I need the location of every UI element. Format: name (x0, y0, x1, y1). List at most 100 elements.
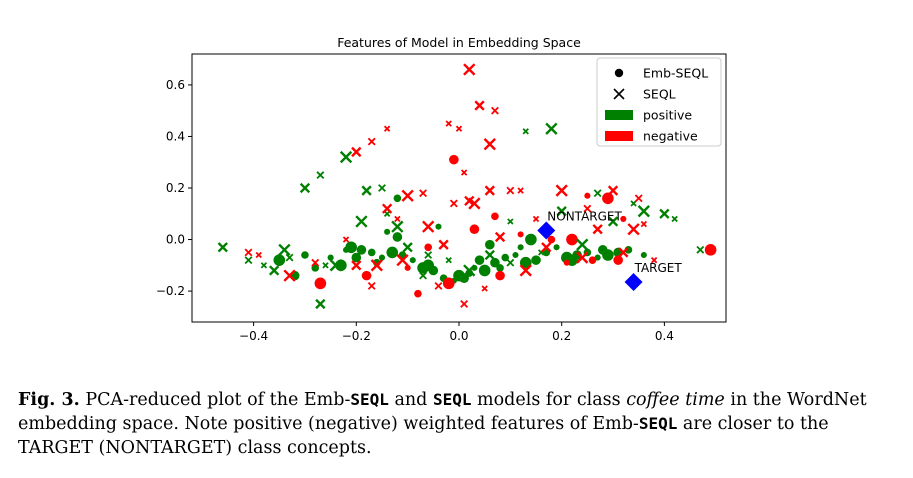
emb-seql-negative-point (517, 231, 524, 238)
emb-seql-positive-point (301, 251, 309, 259)
legend-x-marker (613, 88, 625, 100)
seql-positive-point (506, 258, 515, 267)
seql-negative-point (576, 251, 589, 264)
emb-seql-negative-point (588, 256, 597, 264)
emb-seql-positive-point (485, 239, 495, 250)
seql-negative-point (394, 215, 401, 223)
seql-negative-point (381, 203, 393, 214)
figure-label: Fig. 3. (18, 390, 80, 410)
chart-title: Features of Model in Embedding Space (337, 35, 581, 50)
seql-positive-point (217, 242, 228, 253)
emb-seql-negative-point (361, 270, 372, 281)
seql-negative-point (634, 194, 643, 203)
seql-positive-point (671, 215, 678, 223)
emb-seql-negative-point (491, 212, 499, 221)
emb-seql-negative-point (620, 215, 627, 222)
seql-negative-point (474, 100, 485, 111)
legend-positive-swatch (605, 110, 633, 120)
seql-negative-point (455, 125, 463, 132)
seql-positive-point (299, 182, 311, 194)
seql-negative-point (555, 184, 568, 197)
emb-seql-positive-point (512, 251, 519, 259)
seql-negative-point (311, 258, 320, 267)
emb-seql-negative-point (584, 192, 591, 199)
seql-negative-point (464, 195, 475, 207)
seql-positive-point (463, 264, 476, 277)
emb-seql-positive-point (422, 259, 434, 272)
seql-positive-point (659, 208, 670, 219)
seql-positive-point (383, 210, 391, 217)
target-class-marker (624, 273, 643, 292)
seql-negative-point (541, 242, 552, 253)
caption-text: in the WordNet embedding space. Note pos… (18, 390, 867, 434)
seql-negative-point (517, 187, 524, 194)
seql-negative-point (519, 264, 532, 277)
emb-seql-negative-point (566, 233, 578, 246)
seql-positive-point (576, 238, 589, 251)
seql-positive-point (507, 218, 514, 225)
legend-positive-label: positive (643, 108, 692, 123)
seql-negative-point (422, 220, 435, 233)
seql-positive-point (285, 253, 294, 262)
emb-seql-positive-point (435, 223, 442, 230)
emb-seql-positive-point (367, 248, 376, 257)
emb-seql-positive-point (392, 232, 403, 242)
class-concepts: NONTARGET TARGET (537, 210, 682, 292)
seql-negative-point (383, 125, 391, 132)
emb-seql-positive-point (531, 255, 541, 265)
x-tick-label: −0.2 (342, 329, 371, 343)
emb-seql-negative-point (563, 259, 570, 266)
seql-negative-point (650, 256, 658, 264)
seql-negative-point (484, 185, 495, 196)
seql-negative-point (419, 189, 427, 198)
seql-positive-point (637, 205, 650, 218)
legend-dot-marker (614, 68, 624, 78)
seql-negative-point (244, 248, 253, 257)
y-tick-label: 0.4 (166, 129, 185, 143)
x-tick-label: 0.4 (655, 329, 674, 343)
seql-positive-point (419, 271, 427, 280)
seql-positive-point (316, 171, 325, 180)
emb-seql-negative-point (495, 270, 505, 281)
seql-negative-point (449, 199, 458, 208)
seql-negative-point (367, 137, 376, 146)
seql-negative-point (283, 269, 296, 282)
seql-positive-point (545, 122, 558, 135)
emb-seql-negative-point (314, 277, 327, 290)
emb-seql-positive-point (351, 252, 362, 263)
emb-seql-positive-point (356, 245, 367, 255)
emb-seql-negative-point (442, 277, 455, 290)
seql-negative-point (506, 186, 515, 195)
legend-negative-label: negative (643, 129, 698, 144)
emb-seql-positive-point (327, 254, 334, 261)
emb-seql-positive-point (640, 251, 647, 259)
seql-negative-point (463, 63, 476, 76)
axis-ticks: −0.4 −0.2 0.0 0.2 0.4 −0.2 0.0 0.2 0.4 0.6 (156, 78, 674, 343)
seql-positive-point (696, 245, 705, 254)
seql-negative-point (583, 204, 592, 213)
seql-positive-point (329, 259, 342, 272)
seql-positive-point (322, 262, 329, 269)
seql-positive-point (315, 298, 326, 310)
seql-negative-point (481, 285, 488, 292)
legend-seql-label: SEQL (643, 87, 676, 102)
emb-seql-positive-point (273, 254, 286, 266)
emb-seql-positive-point (553, 244, 560, 251)
seql-negative-point (592, 224, 603, 235)
legend-emb-seql-label: Emb-SEQL (643, 66, 708, 81)
caption-text: models for class (471, 390, 627, 410)
emb-seql-positive-point (478, 264, 491, 277)
seql-negative-point (532, 215, 540, 223)
seql-negative-point (438, 239, 449, 250)
seql-positive-point (593, 189, 602, 198)
emb-seql-positive-point (393, 194, 402, 203)
y-tick-label: 0.6 (166, 78, 185, 92)
seql-positive-point (244, 256, 253, 265)
seql-positive-point (402, 242, 413, 253)
seql-positive-point (556, 206, 567, 217)
target-class-label: TARGET (634, 261, 683, 275)
seql-positive-point (522, 128, 529, 135)
caption-code: SEQL (350, 390, 389, 409)
figure-caption: Fig. 3. PCA-reduced plot of the Emb-SEQL… (18, 388, 898, 460)
emb-seql-positive-point (517, 244, 524, 251)
